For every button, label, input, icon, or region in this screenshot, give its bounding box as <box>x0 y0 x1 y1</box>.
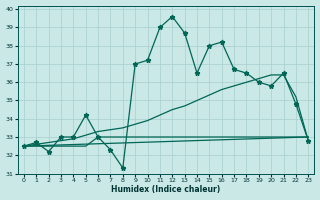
X-axis label: Humidex (Indice chaleur): Humidex (Indice chaleur) <box>111 185 221 194</box>
